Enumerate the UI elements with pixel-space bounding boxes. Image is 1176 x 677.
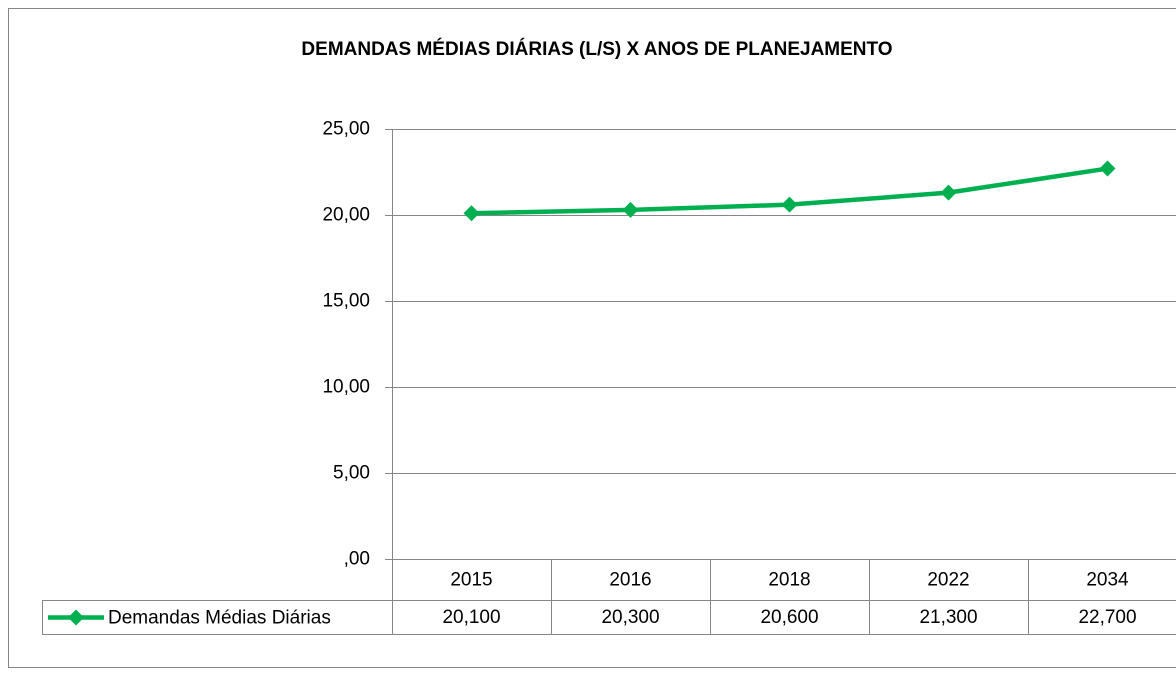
y-tick-label: ,00 [344,549,370,570]
x-tick-label: 2016 [609,570,651,591]
legend-marker [68,609,84,626]
y-tick-label: 5,00 [333,463,370,484]
y-tick-label: 20,00 [322,205,370,226]
marker [940,184,957,201]
data-label: 20,600 [760,607,818,628]
y-tick-label: 25,00 [322,119,370,140]
marker [622,201,639,218]
legend-label: Demandas Médias Diárias [108,608,331,629]
y-tick-label: 15,00 [322,291,370,312]
x-tick-label: 2034 [1086,570,1129,591]
data-label: 20,100 [442,607,500,628]
x-tick-label: 2018 [768,570,810,591]
data-label: 21,300 [919,607,977,628]
data-label: 20,300 [601,607,659,628]
chart-border [8,8,1176,668]
data-label: 22,700 [1078,607,1136,628]
x-tick-label: 2015 [450,570,492,591]
marker [1099,160,1116,177]
marker [781,196,798,213]
chart-title: DEMANDAS MÉDIAS DIÁRIAS (L/S) X ANOS DE … [301,38,892,60]
marker [463,205,480,222]
y-tick-label: 10,00 [322,377,370,398]
x-tick-label: 2022 [927,570,969,591]
